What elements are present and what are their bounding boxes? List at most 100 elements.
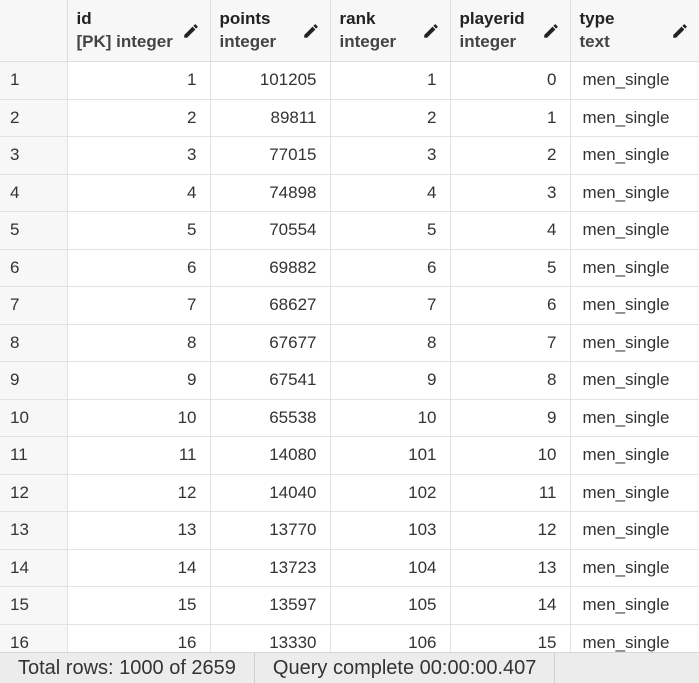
cell-rank[interactable]: 5 <box>330 211 451 250</box>
row-number-cell[interactable]: 1 <box>0 61 68 100</box>
cell-rank[interactable]: 105 <box>330 586 451 625</box>
pencil-icon[interactable] <box>182 22 200 40</box>
cell-rank[interactable]: 3 <box>330 136 451 175</box>
cell-points[interactable]: 67541 <box>210 361 331 400</box>
cell-points[interactable]: 14040 <box>210 474 331 512</box>
cell-id[interactable]: 6 <box>67 249 211 287</box>
cell-points[interactable]: 101205 <box>210 61 331 100</box>
cell-playerid[interactable]: 1 <box>450 99 571 137</box>
table-row[interactable]: 9 9 67541 9 8 men_single <box>0 361 699 400</box>
cell-playerid[interactable]: 8 <box>450 361 571 400</box>
cell-playerid[interactable]: 10 <box>450 436 571 475</box>
table-row[interactable]: 3 3 77015 3 2 men_single <box>0 136 699 175</box>
cell-rank[interactable]: 1 <box>330 61 451 100</box>
cell-type[interactable]: men_single <box>570 324 699 362</box>
cell-id[interactable]: 3 <box>67 136 211 175</box>
cell-points[interactable]: 13597 <box>210 586 331 625</box>
cell-playerid[interactable]: 15 <box>450 624 571 652</box>
cell-type[interactable]: men_single <box>570 249 699 287</box>
cell-playerid[interactable]: 9 <box>450 399 571 437</box>
table-row[interactable]: 8 8 67677 8 7 men_single <box>0 324 699 362</box>
pencil-icon[interactable] <box>302 22 320 40</box>
column-header-points[interactable]: points integer <box>210 0 331 62</box>
pencil-icon[interactable] <box>422 22 440 40</box>
table-row[interactable]: 14 14 13723 104 13 men_single <box>0 549 699 587</box>
cell-rank[interactable]: 106 <box>330 624 451 652</box>
column-header-type[interactable]: type text <box>570 0 699 62</box>
cell-id[interactable]: 1 <box>67 61 211 100</box>
cell-id[interactable]: 4 <box>67 174 211 212</box>
row-number-cell[interactable]: 16 <box>0 624 68 652</box>
row-number-cell[interactable]: 2 <box>0 99 68 137</box>
row-number-cell[interactable]: 4 <box>0 174 68 212</box>
cell-id[interactable]: 5 <box>67 211 211 250</box>
cell-type[interactable]: men_single <box>570 61 699 100</box>
table-row[interactable]: 11 11 14080 101 10 men_single <box>0 436 699 475</box>
cell-type[interactable]: men_single <box>570 99 699 137</box>
column-header-playerid[interactable]: playerid integer <box>450 0 571 62</box>
cell-type[interactable]: men_single <box>570 399 699 437</box>
cell-type[interactable]: men_single <box>570 624 699 652</box>
row-number-cell[interactable]: 6 <box>0 249 68 287</box>
cell-playerid[interactable]: 7 <box>450 324 571 362</box>
cell-playerid[interactable]: 14 <box>450 586 571 625</box>
cell-rank[interactable]: 102 <box>330 474 451 512</box>
cell-points[interactable]: 67677 <box>210 324 331 362</box>
column-header-rank[interactable]: rank integer <box>330 0 451 62</box>
row-number-cell[interactable]: 7 <box>0 286 68 325</box>
cell-type[interactable]: men_single <box>570 436 699 475</box>
cell-id[interactable]: 12 <box>67 474 211 512</box>
cell-rank[interactable]: 104 <box>330 549 451 587</box>
cell-type[interactable]: men_single <box>570 586 699 625</box>
row-number-cell[interactable]: 3 <box>0 136 68 175</box>
cell-points[interactable]: 14080 <box>210 436 331 475</box>
cell-points[interactable]: 13723 <box>210 549 331 587</box>
cell-rank[interactable]: 7 <box>330 286 451 325</box>
table-row[interactable]: 6 6 69882 6 5 men_single <box>0 249 699 287</box>
cell-points[interactable]: 68627 <box>210 286 331 325</box>
table-row[interactable]: 7 7 68627 7 6 men_single <box>0 286 699 325</box>
cell-playerid[interactable]: 3 <box>450 174 571 212</box>
cell-playerid[interactable]: 11 <box>450 474 571 512</box>
cell-rank[interactable]: 6 <box>330 249 451 287</box>
row-number-cell[interactable]: 11 <box>0 436 68 475</box>
cell-playerid[interactable]: 12 <box>450 511 571 550</box>
table-row[interactable]: 12 12 14040 102 11 men_single <box>0 474 699 512</box>
cell-id[interactable]: 13 <box>67 511 211 550</box>
cell-id[interactable]: 15 <box>67 586 211 625</box>
cell-type[interactable]: men_single <box>570 474 699 512</box>
cell-rank[interactable]: 8 <box>330 324 451 362</box>
row-number-cell[interactable]: 14 <box>0 549 68 587</box>
cell-playerid[interactable]: 13 <box>450 549 571 587</box>
cell-id[interactable]: 16 <box>67 624 211 652</box>
cell-id[interactable]: 10 <box>67 399 211 437</box>
cell-rank[interactable]: 4 <box>330 174 451 212</box>
row-number-cell[interactable]: 5 <box>0 211 68 250</box>
cell-id[interactable]: 11 <box>67 436 211 475</box>
row-number-cell[interactable]: 9 <box>0 361 68 400</box>
cell-id[interactable]: 9 <box>67 361 211 400</box>
cell-rank[interactable]: 10 <box>330 399 451 437</box>
table-row[interactable]: 15 15 13597 105 14 men_single <box>0 586 699 625</box>
row-number-cell[interactable]: 13 <box>0 511 68 550</box>
cell-points[interactable]: 13330 <box>210 624 331 652</box>
cell-id[interactable]: 8 <box>67 324 211 362</box>
cell-points[interactable]: 89811 <box>210 99 331 137</box>
table-row[interactable]: 5 5 70554 5 4 men_single <box>0 211 699 250</box>
cell-points[interactable]: 74898 <box>210 174 331 212</box>
cell-points[interactable]: 13770 <box>210 511 331 550</box>
table-row[interactable]: 13 13 13770 103 12 men_single <box>0 511 699 550</box>
pencil-icon[interactable] <box>542 22 560 40</box>
cell-id[interactable]: 2 <box>67 99 211 137</box>
pencil-icon[interactable] <box>671 22 689 40</box>
cell-type[interactable]: men_single <box>570 174 699 212</box>
cell-playerid[interactable]: 6 <box>450 286 571 325</box>
cell-rank[interactable]: 2 <box>330 99 451 137</box>
row-number-cell[interactable]: 10 <box>0 399 68 437</box>
cell-type[interactable]: men_single <box>570 136 699 175</box>
row-number-header[interactable] <box>0 0 68 62</box>
table-row[interactable]: 16 16 13330 106 15 men_single <box>0 624 699 652</box>
cell-points[interactable]: 70554 <box>210 211 331 250</box>
cell-playerid[interactable]: 2 <box>450 136 571 175</box>
cell-points[interactable]: 69882 <box>210 249 331 287</box>
